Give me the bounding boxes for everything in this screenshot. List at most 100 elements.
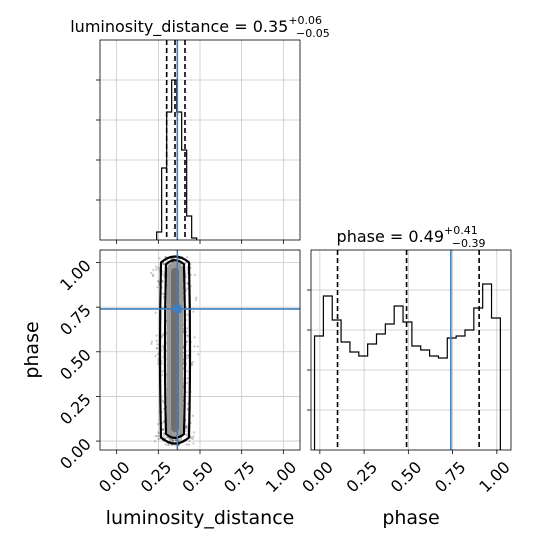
sample-point: [154, 355, 157, 358]
sample-point: [166, 443, 170, 446]
title-eq: =: [229, 17, 253, 36]
axes-frame: [310, 249, 512, 451]
x-tick-label: 0.50: [387, 458, 426, 497]
x-tick-label: 1.00: [475, 458, 514, 497]
sample-point: [171, 438, 174, 441]
sample-point: [156, 343, 159, 346]
sample-point: [162, 432, 166, 436]
sample-point: [164, 256, 167, 259]
sample-point: [157, 266, 160, 269]
title-eq: =: [385, 227, 409, 246]
sample-point: [192, 435, 195, 438]
contour-inner: [163, 259, 187, 440]
sample-point: [153, 440, 156, 443]
sample-point: [169, 439, 172, 442]
sample-point: [152, 275, 155, 278]
title-value: 0.49: [408, 227, 444, 246]
sample-point: [191, 437, 194, 440]
sample-point: [188, 439, 191, 443]
sample-point: [186, 287, 189, 290]
sample-point: [172, 439, 175, 442]
sample-point: [186, 381, 189, 384]
sample-point: [168, 438, 171, 441]
x-tick-label: 0.50: [178, 458, 217, 497]
sample-point: [187, 443, 190, 446]
sample-point: [185, 276, 188, 279]
sample-point: [157, 438, 160, 441]
sample-point: [193, 345, 196, 348]
sample-point: [161, 427, 164, 431]
phase-histogram: [313, 283, 501, 450]
sample-point: [154, 311, 157, 314]
y-tick-label: 0.25: [56, 390, 95, 429]
sample-point: [157, 422, 160, 426]
sample-point: [154, 435, 157, 438]
sample-point: [162, 262, 165, 266]
sample-point: [172, 439, 175, 442]
truth-marker: [173, 304, 182, 313]
sample-point: [190, 437, 193, 440]
y-axis-label: phase: [21, 321, 43, 378]
sample-point: [197, 353, 200, 356]
sample-point: [186, 256, 189, 259]
sample-point: [196, 345, 199, 348]
sample-point: [156, 279, 159, 283]
sample-point: [161, 335, 164, 338]
sample-point: [156, 353, 159, 356]
sample-point: [155, 268, 158, 271]
y-tick-label: 0.50: [56, 345, 95, 384]
title-minus: −0.05: [296, 27, 330, 40]
sample-point: [192, 310, 195, 313]
sample-point: [156, 286, 159, 289]
sample-point: [186, 334, 189, 337]
sample-point: [165, 436, 168, 439]
sample-point: [185, 340, 188, 343]
sample-point: [161, 345, 164, 348]
sample-point: [162, 428, 165, 431]
x-axis-label: luminosity_distance: [106, 507, 295, 529]
sample-point: [162, 435, 165, 438]
x-tick-label: 0.00: [298, 458, 337, 497]
sample-point: [191, 414, 194, 417]
sample-point: [161, 374, 164, 377]
title-name: phase: [337, 227, 385, 246]
sample-point: [185, 357, 189, 360]
sample-point: [155, 347, 159, 350]
y-tick-label: 0.00: [56, 434, 95, 473]
sample-point: [184, 261, 187, 264]
sample-point: [168, 443, 171, 446]
x-tick-label: 0.75: [220, 458, 259, 497]
sample-point: [160, 362, 163, 365]
sample-point: [185, 327, 189, 330]
sample-point: [162, 420, 165, 423]
sample-point: [155, 347, 158, 350]
sample-point: [157, 280, 160, 283]
x-tick-label: 1.00: [262, 458, 301, 497]
sample-point: [162, 401, 165, 404]
sample-point: [161, 333, 164, 337]
sample-point: [161, 280, 164, 283]
sample-point: [185, 426, 188, 429]
sample-point: [186, 313, 189, 316]
sample-point: [192, 442, 195, 445]
sample-point: [178, 439, 181, 442]
title-plus: +0.41: [444, 224, 478, 237]
sample-point: [186, 370, 189, 373]
sample-point: [150, 272, 153, 275]
y-tick-label: 1.00: [56, 256, 95, 295]
sample-point: [180, 438, 183, 441]
sample-point: [162, 296, 165, 299]
sample-point: [185, 425, 188, 428]
x-tick-label: 0.00: [95, 458, 134, 497]
phase-vs-distance-panel: 0.000.000.250.250.500.500.750.751.001.00…: [21, 249, 301, 529]
sample-point: [190, 363, 193, 366]
sample-point: [156, 362, 160, 365]
title-value: 0.35: [253, 17, 289, 36]
sample-point: [186, 402, 189, 405]
sample-point: [162, 428, 165, 431]
sample-point: [193, 431, 196, 434]
sample-point: [193, 273, 196, 276]
x-axis-label: phase: [382, 507, 439, 529]
sample-point: [185, 443, 188, 446]
